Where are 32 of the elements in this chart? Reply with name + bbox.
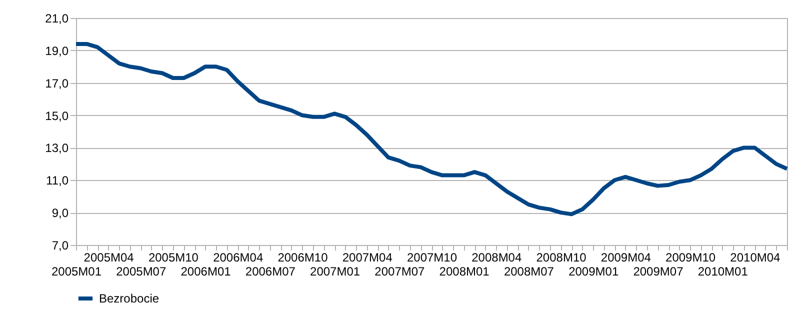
x-tick-label: 2008M10 bbox=[536, 250, 587, 264]
x-tick-label: 2007M10 bbox=[406, 250, 458, 264]
x-tick-label: 2008M01 bbox=[439, 264, 490, 278]
x-tick-label: 2005M10 bbox=[148, 250, 199, 264]
legend-label: Bezrobocie bbox=[99, 292, 160, 306]
x-tick-label: 2006M07 bbox=[245, 264, 296, 278]
x-tick-label: 2010M01 bbox=[698, 264, 748, 278]
x-tick-label: 2008M07 bbox=[504, 264, 554, 278]
x-tick-label: 2006M04 bbox=[213, 250, 264, 264]
y-tick-label: 17,0 bbox=[45, 76, 69, 90]
x-tick-label: 2007M01 bbox=[310, 264, 360, 278]
x-tick-label: 2005M04 bbox=[84, 250, 134, 264]
y-tick-label: 11,0 bbox=[46, 174, 69, 188]
x-tick-label: 2009M01 bbox=[568, 264, 619, 278]
x-tick-label: 2009M07 bbox=[633, 264, 684, 278]
x-tick-label: 2007M07 bbox=[374, 264, 426, 278]
y-tick-label: 21,0 bbox=[45, 12, 69, 26]
y-tick-label: 15,0 bbox=[45, 108, 69, 123]
line-series bbox=[74, 42, 789, 216]
x-tick-label: 2010M04 bbox=[730, 250, 781, 264]
x-tick-label: 2007M04 bbox=[342, 250, 393, 264]
x-tick-label: 2005M07 bbox=[116, 264, 166, 278]
x-tick-label: 2006M10 bbox=[278, 250, 328, 264]
x-tick-label: 2009M04 bbox=[600, 250, 652, 264]
x-tick-label: 2006M01 bbox=[180, 264, 232, 278]
x-tick-label: 2008M04 bbox=[472, 250, 522, 264]
x-tick-label: 2009M10 bbox=[666, 250, 716, 264]
y-tick-label: 19,0 bbox=[45, 44, 69, 58]
x-tick-label: 2005M01 bbox=[51, 264, 102, 278]
y-tick-label: 13,0 bbox=[45, 141, 69, 156]
y-tick-label: 7,0 bbox=[52, 238, 69, 252]
y-tick-label: 9,0 bbox=[52, 206, 69, 220]
